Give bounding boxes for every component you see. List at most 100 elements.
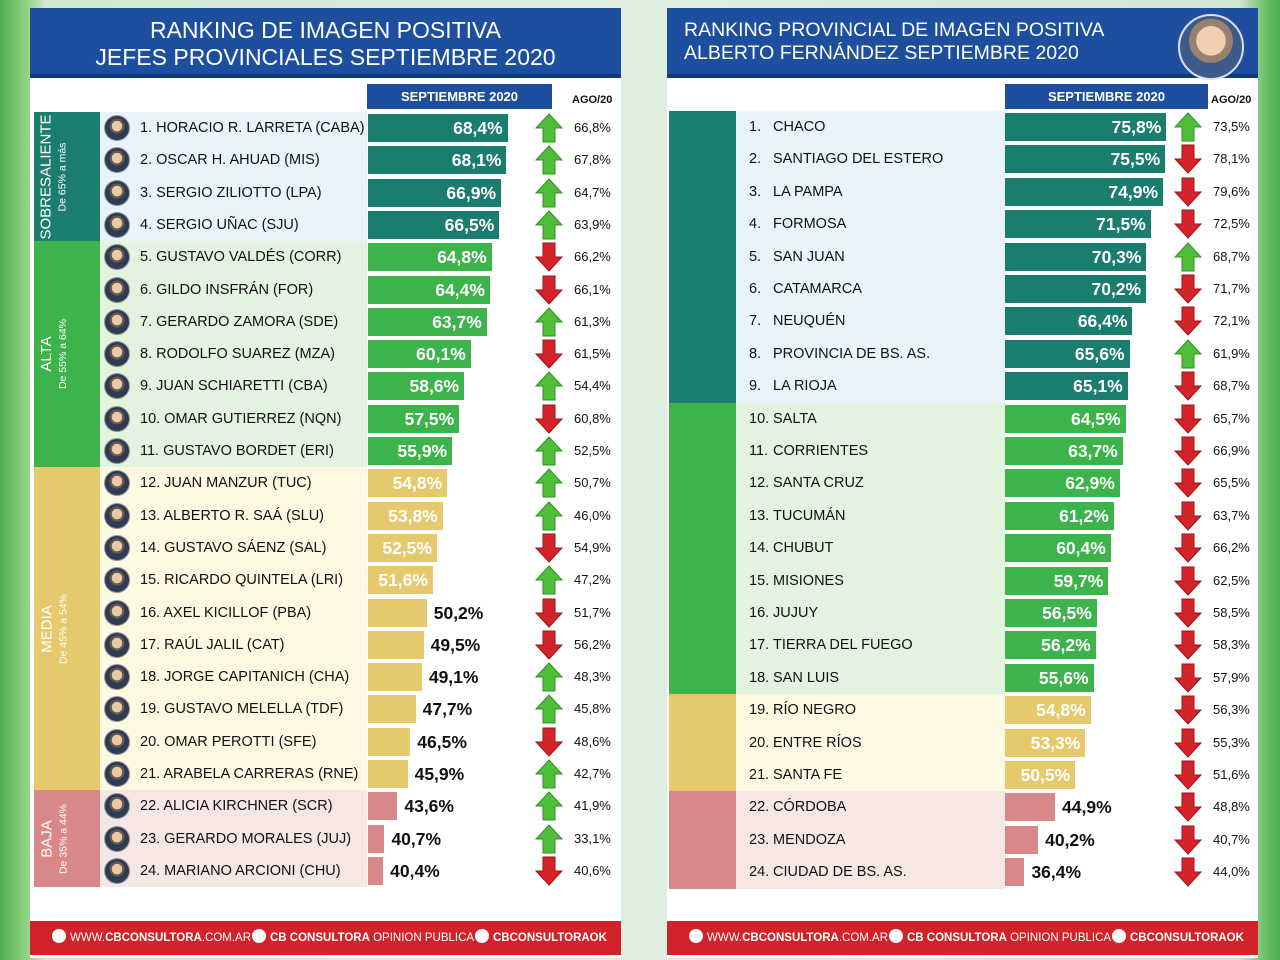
trend-down-icon (534, 856, 564, 886)
prev-value: 78,1% (1213, 151, 1250, 167)
value-bar (368, 340, 471, 369)
row-label: 8. RODOLFO SUAREZ (MZA) (140, 346, 335, 363)
avatar (104, 470, 130, 497)
prev-value: 68,7% (1213, 248, 1250, 264)
value-bar (1005, 631, 1096, 660)
trend-down-icon (534, 598, 564, 628)
table-row: 21. SANTA FE 50,5% 51,6% (667, 759, 1258, 791)
trend-down-icon (1173, 630, 1203, 661)
prev-value: 66,2% (574, 249, 611, 265)
value-bar (1005, 210, 1151, 239)
avatar (104, 179, 130, 206)
value-bar (1005, 113, 1167, 141)
row-label: MISIONES (773, 572, 844, 589)
trend-up-icon (534, 468, 564, 498)
avatar (104, 825, 130, 852)
table-row: 21. ARABELA CARRERAS (RNE) 45,9% 42,7% (30, 758, 621, 790)
value-label: 63,7% (1068, 441, 1118, 461)
table-row: 23. MENDOZA 40,2% 40,7% (667, 824, 1258, 856)
trend-up-icon (1173, 339, 1203, 369)
table-row: 3. LA PAMPA 74,9% 79,6% (667, 176, 1258, 208)
prev-value: 64,7% (574, 184, 611, 200)
row-label: 18. JORGE CAPITANICH (CHA) (140, 669, 350, 686)
avatar (104, 308, 130, 335)
row-label: 7. GERARDO ZAMORA (SDE) (140, 313, 339, 330)
trend-up-icon (1173, 241, 1203, 272)
prev-value: 68,7% (1213, 378, 1250, 394)
row-label: 23. GERARDO MORALES (JUJ) (140, 830, 352, 847)
trend-down-icon (534, 630, 564, 660)
avatar (104, 341, 130, 368)
trend-down-icon (534, 404, 564, 434)
value-label: 66,5% (444, 214, 495, 235)
trend-down-icon (1173, 468, 1203, 499)
website-link[interactable]: WWW.CBCONSULTORA.COM.AR (689, 921, 888, 955)
prev-value: 52,5% (574, 443, 611, 458)
facebook-link[interactable]: CB CONSULTORA OPINION PUBLICA (889, 921, 1111, 955)
table-row: 10. OMAR GUTIERREZ (NQN) 57,5% 60,8% (30, 403, 621, 435)
governors-footer: WWW.CBCONSULTORA.COM.AR CB CONSULTORA OP… (30, 921, 621, 955)
prev-value: 79,6% (1213, 183, 1250, 199)
row-label: RÍO NEGRO (773, 702, 856, 719)
value-bar (1005, 242, 1147, 271)
value-label: 50,2% (433, 602, 484, 623)
avatar (104, 857, 130, 884)
value-bar (1005, 728, 1086, 757)
twitter-link[interactable]: CBCONSULTORAOK (1112, 921, 1244, 955)
value-label: 71,5% (1096, 214, 1146, 235)
row-rank: 19. (749, 702, 770, 719)
prev-value: 47,2% (574, 572, 611, 588)
trend-down-icon (534, 727, 564, 757)
value-label: 66,9% (446, 182, 497, 203)
provinces-subtitle: ALBERTO FERNÁNDEZ SEPTIEMBRE 2020 (684, 42, 1079, 64)
value-bar (368, 663, 422, 692)
trend-arrow (1173, 209, 1203, 244)
table-row: 23. GERARDO MORALES (JUJ) 40,7% 33,1% (30, 823, 621, 855)
provinces-header: RANKING PROVINCIAL DE IMAGEN POSITIVA AL… (667, 8, 1258, 80)
prev-value: 67,8% (574, 152, 611, 168)
row-label: 20. OMAR PEROTTI (SFE) (140, 733, 317, 750)
prev-value: 65,7% (1213, 410, 1250, 426)
trend-up-icon (534, 694, 564, 724)
trend-arrow (534, 662, 564, 697)
trend-up-icon (534, 113, 564, 143)
row-label: SAN LUIS (773, 669, 840, 686)
trend-arrow (534, 468, 564, 503)
trend-up-icon (534, 210, 564, 240)
category-band (669, 402, 736, 695)
trend-down-icon (534, 275, 564, 305)
value-label: 56,2% (1041, 635, 1091, 656)
trend-arrow (1173, 371, 1203, 406)
cursor-icon (52, 929, 66, 943)
category-band (34, 467, 100, 791)
category-band (34, 241, 100, 468)
trend-up-icon (534, 500, 564, 531)
row-label: SANTA FE (773, 767, 843, 783)
row-rank: 7. (749, 313, 762, 330)
twitter-link[interactable]: CBCONSULTORAOK (475, 921, 607, 955)
trend-down-icon (1173, 825, 1203, 855)
value-label: 45,9% (414, 764, 465, 784)
trend-arrow (534, 823, 564, 859)
trend-arrow (1173, 695, 1203, 730)
row-label: CORRIENTES (773, 443, 869, 459)
row-rank: 1. (749, 119, 762, 135)
value-bar (368, 856, 384, 885)
value-bar (1005, 339, 1130, 368)
value-label: 52,5% (382, 537, 432, 558)
website-link[interactable]: WWW.CBCONSULTORA.COM.AR (52, 921, 251, 955)
row-label: 6. GILDO INSFRÁN (FOR) (140, 281, 314, 298)
row-rank: 20. (749, 734, 770, 751)
table-row: 19. GUSTAVO MELELLA (TDF) 47,7% 45,8% (30, 693, 621, 725)
trend-down-icon (1173, 663, 1203, 693)
row-label: MENDOZA (773, 831, 846, 848)
facebook-link[interactable]: CB CONSULTORA OPINION PUBLICA (252, 921, 474, 955)
value-bar (1005, 275, 1147, 303)
value-label: 65,6% (1074, 343, 1125, 364)
avatar (104, 373, 130, 400)
governors-series-label: SEPTIEMBRE 2020 (367, 84, 552, 109)
value-bar (1005, 307, 1133, 336)
prev-value: 66,9% (1213, 443, 1250, 458)
twitter-icon (475, 929, 489, 943)
category-band (34, 790, 100, 888)
